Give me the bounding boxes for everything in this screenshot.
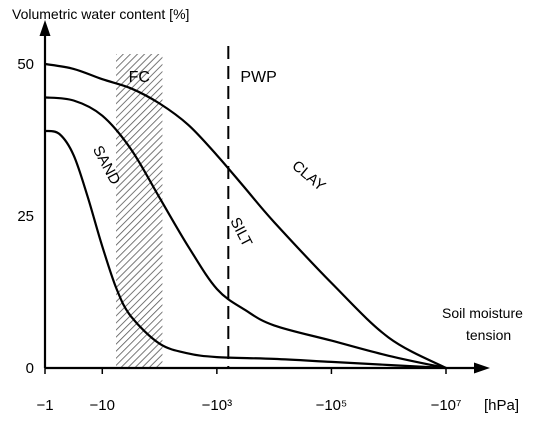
curve-clay xyxy=(44,62,447,369)
y-tick-label: 50 xyxy=(17,56,34,73)
y-axis-arrow xyxy=(39,20,51,36)
y-ticks: 0 25 50 xyxy=(17,56,34,377)
fc-band xyxy=(116,54,163,368)
y-axis-title: Volumetric water content [%] xyxy=(12,6,189,22)
curve-sand xyxy=(44,129,447,370)
curve-silt xyxy=(44,96,447,370)
curves xyxy=(44,62,447,370)
fc-label: FC xyxy=(129,69,150,86)
x-tick-label: −10³ xyxy=(202,397,232,414)
x-axis-title-line2: tension xyxy=(466,327,511,343)
x-tick-label: −10⁷ xyxy=(431,397,462,414)
y-tick-label: 0 xyxy=(26,360,34,377)
y-tick-label: 25 xyxy=(17,208,34,225)
x-axis-arrow xyxy=(474,362,490,374)
x-tick-label: −10 xyxy=(90,397,115,414)
x-tick-label: −1 xyxy=(36,397,53,414)
curve-label-silt: SILT xyxy=(226,215,255,250)
x-tick-label: −10⁵ xyxy=(316,397,348,414)
x-ticks: −1 −10 −10³ −10⁵ −10⁷ xyxy=(36,368,461,414)
pwp-label: PWP xyxy=(240,69,276,86)
curve-label-clay: CLAY xyxy=(288,157,328,194)
x-axis-unit: [hPa] xyxy=(484,397,519,414)
x-axis-title-line1: Soil moisture xyxy=(442,305,523,321)
